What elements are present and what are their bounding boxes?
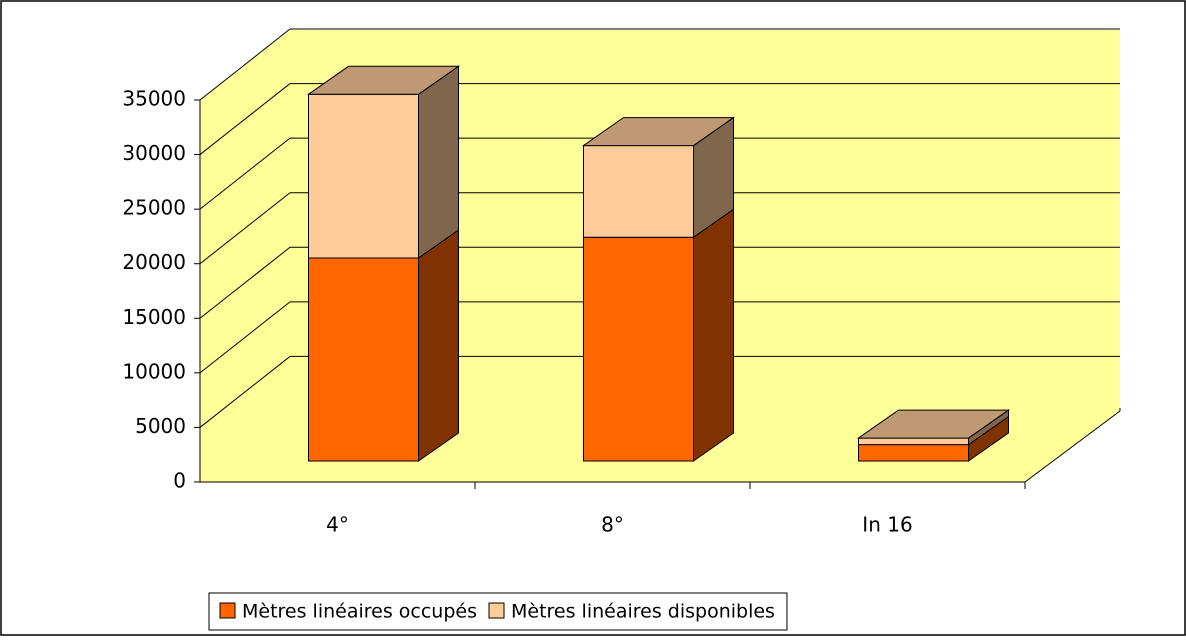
bar-side [693,208,734,462]
grid-line [199,246,291,319]
legend-label: Mètres linéaires disponibles [511,601,775,623]
y-tick-label: 20000 [122,250,186,274]
bar-top [306,65,461,95]
x-tick-label: In 16 [862,513,912,537]
legend-label: Mètres linéaires occupés [242,601,477,623]
y-tick-label: 30000 [122,141,186,165]
side-wall [200,30,290,482]
y-tick-label: 15000 [122,305,186,329]
bar-front [308,257,419,462]
y-tick-label: 0 [173,469,186,493]
bar-top [581,117,736,147]
x-tick-label: 8° [601,513,624,537]
grid-line [199,356,291,428]
grid-line [199,28,291,101]
y-tick-label: 35000 [122,87,186,111]
legend-swatch [488,602,505,619]
grid-line [199,137,291,210]
bar-front [858,437,969,446]
legend: Mètres linéaires occupés Mètres linéaires… [208,592,788,631]
y-tick-label: 5000 [135,414,186,438]
grid-line [199,83,291,155]
legend-swatch [219,602,236,619]
bar-top [856,409,1011,439]
bar-front [308,93,419,259]
bar-front [583,236,694,462]
y-tick-label: 10000 [122,359,186,383]
bar-front [583,145,694,238]
grid-line [199,192,291,265]
y-tick-label: 25000 [122,196,186,220]
bar-side [418,229,459,462]
floor-edge [1024,410,1121,483]
x-tick-label: 4° [326,513,349,537]
bar-front [858,444,969,462]
grid-line [199,301,291,374]
bar-side [418,65,459,259]
